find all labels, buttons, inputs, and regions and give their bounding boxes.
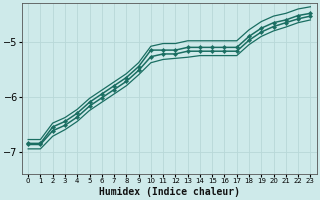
- X-axis label: Humidex (Indice chaleur): Humidex (Indice chaleur): [99, 186, 240, 197]
